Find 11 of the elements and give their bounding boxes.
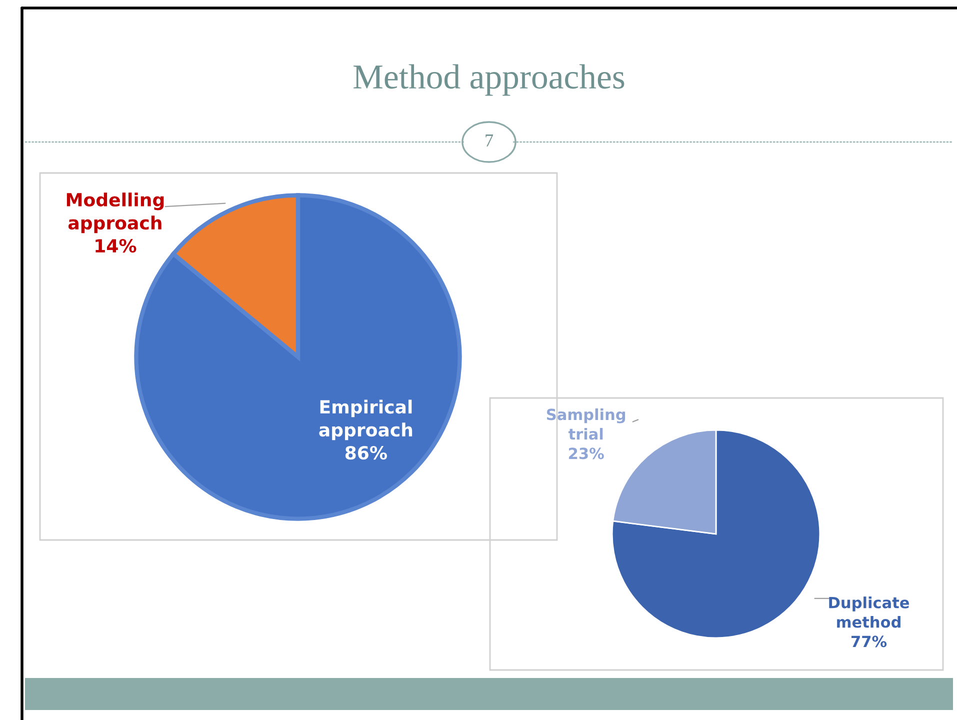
text: 7 [486, 134, 493, 146]
slice-label: Empirical approach [319, 400, 412, 440]
data-label: 77% [852, 636, 887, 648]
chart-title: Method approaches [354, 64, 624, 96]
slice-label: Duplicate method [829, 596, 910, 628]
pie-slice [611, 429, 821, 639]
data-label: 86% [345, 446, 387, 460]
slice-label: Modelling approach [66, 192, 164, 234]
data-label: 14% [96, 238, 136, 253]
data-label: 23% [569, 448, 604, 460]
slice-label: Sampling trial [546, 408, 626, 440]
